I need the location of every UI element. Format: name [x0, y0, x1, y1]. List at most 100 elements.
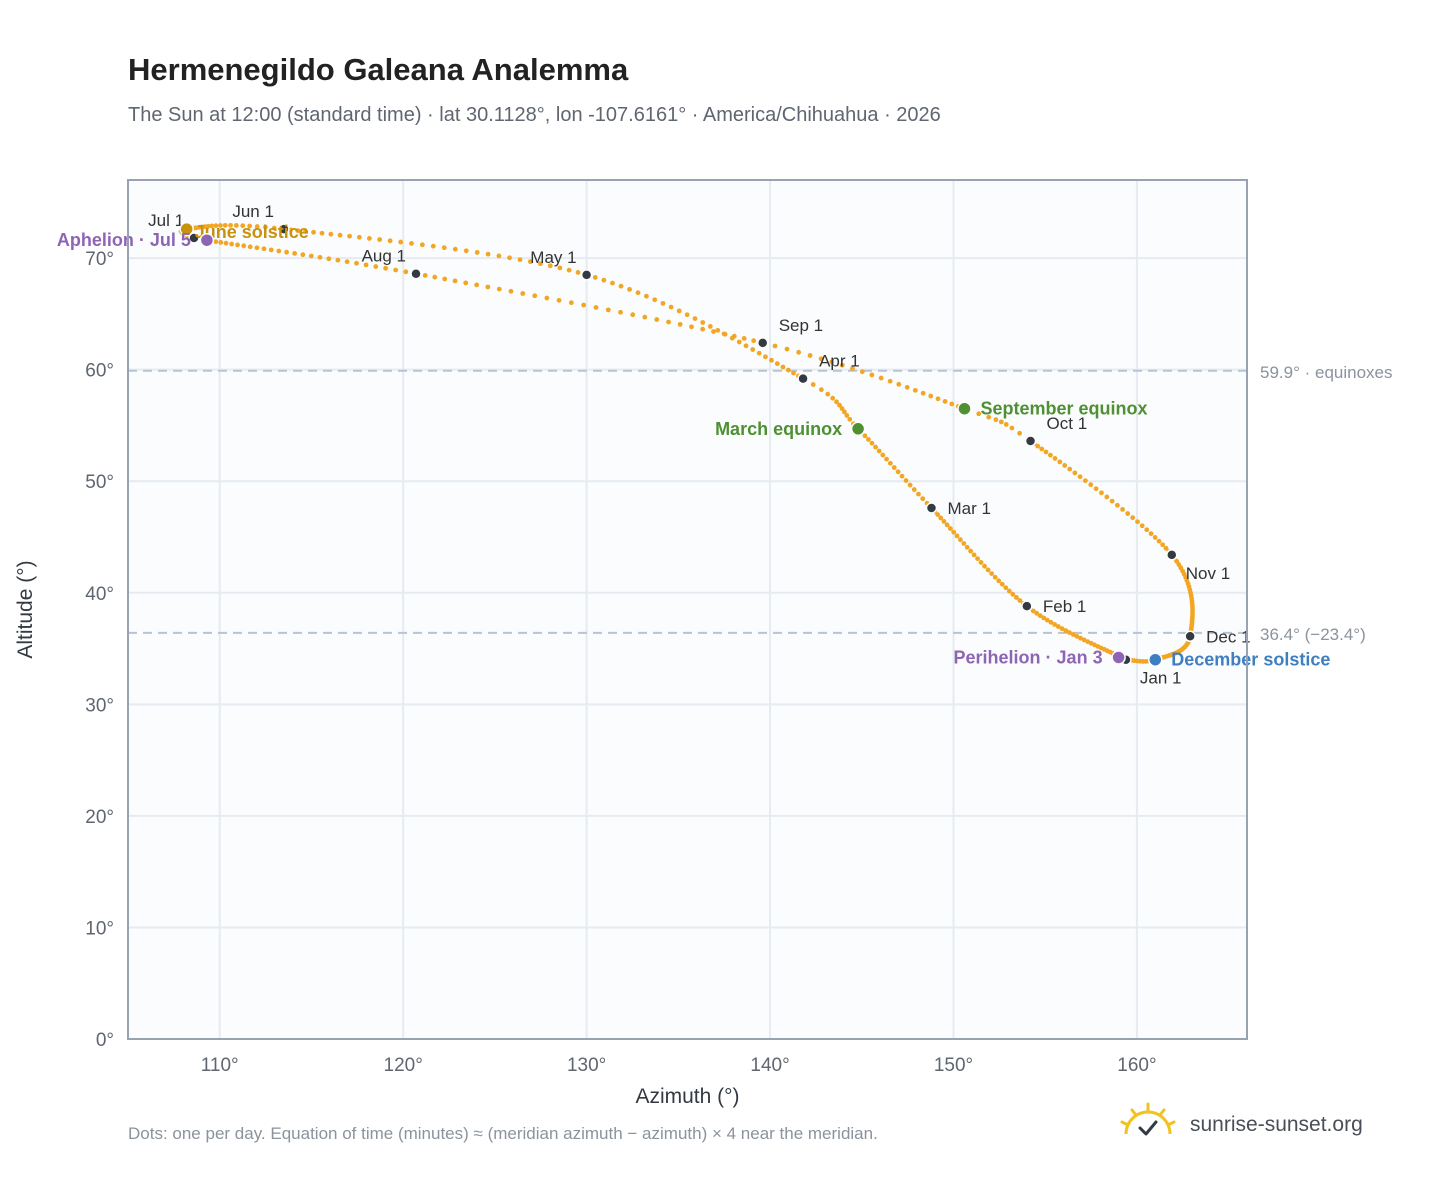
day-dot: [750, 347, 756, 352]
month-label: Jul 1: [148, 211, 184, 230]
day-dot: [1144, 527, 1150, 533]
day-dot: [1057, 459, 1063, 465]
day-dot: [666, 319, 671, 325]
month-label: Oct 1: [1047, 414, 1088, 433]
day-dot: [240, 223, 246, 229]
day-dot: [344, 259, 350, 265]
day-dot: [485, 284, 491, 290]
day-dot: [311, 229, 316, 235]
day-dot: [485, 251, 491, 257]
day-dot: [292, 251, 298, 256]
day-dot: [618, 309, 623, 315]
sun-icon: [1120, 1102, 1176, 1136]
day-dot: [942, 399, 948, 404]
day-dot: [891, 465, 897, 470]
day-dot: [233, 223, 239, 228]
day-dot: [247, 244, 253, 250]
day-dot: [1003, 422, 1009, 427]
x-tick-label: 120°: [384, 1055, 423, 1076]
day-dot: [442, 276, 448, 282]
day-dot: [992, 574, 998, 580]
day-dot: [218, 239, 224, 245]
day-dot: [593, 305, 599, 310]
day-dot: [818, 356, 824, 362]
day-dot: [1130, 515, 1136, 521]
day-dot: [605, 307, 611, 313]
day-dot: [873, 444, 878, 450]
day-dot: [947, 526, 953, 531]
reference-line-label: 59.9° · equinoxes: [1260, 363, 1393, 382]
day-dot: [957, 537, 963, 543]
day-dot: [303, 229, 308, 234]
month-marker: [1024, 435, 1037, 447]
day-dot: [938, 515, 944, 521]
event-marker: [850, 421, 866, 437]
day-dot: [785, 367, 791, 373]
y-tick-label: 20°: [85, 807, 114, 828]
day-dot: [326, 256, 332, 262]
day-dot: [841, 409, 847, 415]
day-dot: [1088, 482, 1094, 488]
day-dot: [263, 224, 268, 230]
day-dot: [610, 280, 615, 286]
y-tick-label: 40°: [85, 584, 114, 605]
x-tick-label: 130°: [567, 1055, 606, 1076]
day-dot: [689, 324, 694, 330]
day-dot: [527, 259, 533, 265]
day-dot: [839, 406, 845, 411]
day-dot: [1148, 531, 1154, 537]
day-dot: [261, 246, 267, 252]
day-dot: [635, 290, 641, 296]
day-dot: [736, 339, 742, 345]
event-marker: [957, 401, 972, 416]
day-dot: [876, 448, 882, 454]
day-dot: [1039, 446, 1045, 452]
day-dot: [1104, 494, 1110, 500]
event-marker: [1148, 652, 1163, 667]
day-dot: [1082, 478, 1088, 484]
day-dot: [949, 401, 955, 407]
day-dot: [328, 231, 334, 237]
y-tick-label: 0°: [96, 1030, 114, 1051]
day-dot: [1017, 430, 1023, 436]
day-dot: [1030, 608, 1036, 614]
day-dot: [1074, 633, 1080, 639]
day-dot: [363, 262, 369, 268]
day-dot: [295, 228, 301, 234]
x-tick-label: 110°: [201, 1055, 239, 1076]
day-dot: [1047, 452, 1053, 458]
day-dot: [538, 261, 543, 267]
day-dot: [544, 295, 550, 301]
day-dot: [347, 233, 352, 239]
day-dot: [1156, 538, 1162, 544]
day-dot: [393, 267, 399, 273]
day-dot: [791, 370, 796, 376]
day-dot: [1010, 591, 1016, 597]
axis-ticks: 110° 120° 130° 140° 150° 160° 0° 10° 20° 30° 40° 50…: [85, 249, 1156, 1076]
day-dot: [676, 308, 682, 314]
day-dot: [507, 255, 512, 261]
day-dot: [356, 234, 362, 240]
day-dot: [684, 312, 690, 318]
month-label: Feb 1: [1043, 597, 1086, 616]
day-dot: [430, 243, 436, 249]
day-dot: [1160, 542, 1166, 548]
brand-logo: sunrise-sunset.org: [1120, 1100, 1400, 1150]
day-dot: [920, 390, 926, 396]
day-dot: [928, 393, 934, 399]
day-dot: [1041, 615, 1047, 621]
day-dot: [1034, 610, 1040, 616]
day-dot: [741, 336, 747, 341]
month-marker: [797, 372, 809, 385]
day-dot: [1077, 474, 1083, 480]
day-dot: [1035, 443, 1041, 449]
day-dot: [387, 238, 393, 244]
day-dot: [474, 282, 480, 288]
day-dot: [654, 317, 660, 322]
day-dot: [976, 411, 982, 417]
day-dot: [975, 556, 980, 562]
event-label: September equinox: [980, 399, 1147, 419]
day-dot: [920, 496, 926, 502]
day-dot: [508, 288, 514, 294]
day-dot: [247, 223, 253, 229]
